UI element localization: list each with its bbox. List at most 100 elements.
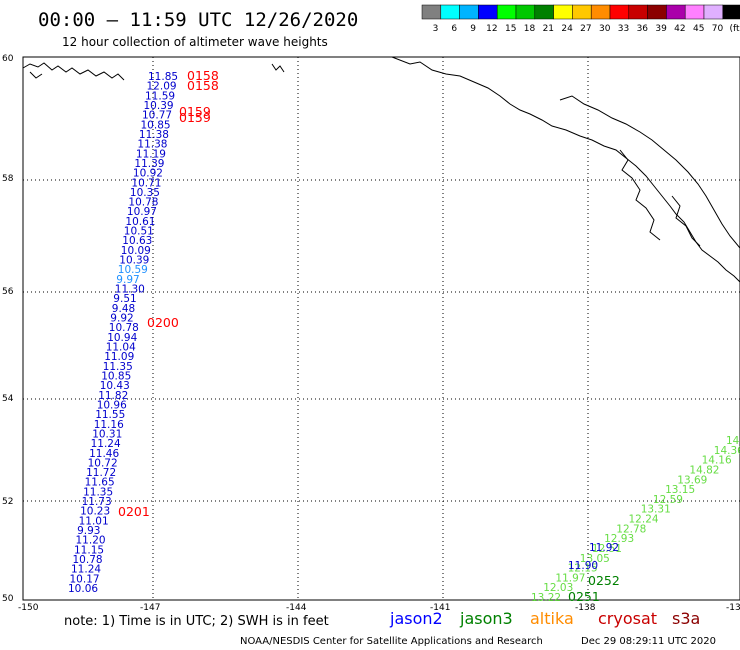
lon-label-2: -144 xyxy=(286,603,307,613)
kenai-coast xyxy=(22,62,125,81)
time-label: 0201 xyxy=(118,504,150,519)
lon-label-4: -138 xyxy=(575,603,596,613)
swh-label-green: 14.16 xyxy=(702,455,732,467)
legend-swatch xyxy=(722,4,740,20)
swh-label: 11.65 xyxy=(85,477,115,489)
legend-swatch xyxy=(515,4,536,20)
legend-swatch xyxy=(647,4,667,20)
swh-label: 10.06 xyxy=(68,583,98,595)
legend-swatch xyxy=(572,4,592,20)
swh-label-green: 11.97 xyxy=(555,572,585,584)
swh-label-green: 14.82 xyxy=(689,464,719,476)
swh-label: 9.93 xyxy=(77,525,100,537)
swh-label: 11.90 xyxy=(568,560,598,572)
lon-label-3: -141 xyxy=(430,603,450,613)
swh-label: 11.09 xyxy=(104,351,134,363)
lat-label-3: 54 xyxy=(2,394,14,404)
coast-inlet xyxy=(29,71,43,79)
swh-label-green: 13.22 xyxy=(531,592,561,604)
legend-swatch xyxy=(666,4,686,20)
swh-label: 11.24 xyxy=(91,438,121,450)
swh-label-green: 13.69 xyxy=(677,474,707,486)
legend-label: 36 xyxy=(637,24,649,34)
swh-label: 10.85 xyxy=(101,371,131,383)
legend-swatch xyxy=(459,4,479,20)
swh-label: 10.85 xyxy=(141,119,171,131)
footer-note: note: 1) Time is in UTC; 2) SWH is in fe… xyxy=(64,614,329,629)
legend-label: 3 xyxy=(433,24,439,34)
swh-label: 10.39 xyxy=(119,255,149,267)
swh-label: 11.59 xyxy=(145,90,175,102)
swh-label: 10.78 xyxy=(109,322,139,334)
swh-label-green: 12.15 xyxy=(568,563,598,575)
swh-label: 10.31 xyxy=(92,428,122,440)
swh-label: 12.09 xyxy=(147,81,177,93)
swh-label-green: 12.78 xyxy=(616,523,646,535)
swh-label: 10.78 xyxy=(128,197,158,209)
swh-label: 10.97 xyxy=(127,206,157,218)
swh-label: 10.09 xyxy=(121,245,151,257)
swh-label: 10.61 xyxy=(125,216,155,228)
swh-label: 9.92 xyxy=(110,313,133,325)
legend-swatch xyxy=(440,4,460,20)
legend-swatch xyxy=(421,4,442,20)
swh-label: 11.04 xyxy=(106,342,136,354)
map-frame xyxy=(22,56,740,601)
time-label: 0200 xyxy=(147,315,179,330)
time-label: 0159 xyxy=(179,110,211,125)
legend-swatch xyxy=(609,4,630,20)
map-title: 00:00 – 11:59 UTC 12/26/2020 xyxy=(38,9,358,31)
swh-label: 11.38 xyxy=(139,129,169,141)
legend-swatch xyxy=(590,4,611,20)
swh-label: 11.38 xyxy=(137,139,167,151)
swh-label: 11.82 xyxy=(98,390,128,402)
legend-label: 18 xyxy=(524,24,536,34)
legend-label: 39 xyxy=(655,24,667,34)
swh-label: 11.01 xyxy=(79,515,109,527)
panhandle-islands xyxy=(619,149,661,241)
swh-label: 10.78 xyxy=(73,554,103,566)
inner-coast xyxy=(559,95,740,249)
legend-label: 45 xyxy=(693,24,704,34)
swh-label-green: 14. xyxy=(726,435,740,447)
sat-cryosat: cryosat xyxy=(598,609,657,628)
lat-label-1: 58 xyxy=(2,174,14,184)
lon-label-5: -13 xyxy=(726,603,740,613)
swh-label: 10.72 xyxy=(88,457,118,469)
coast-islet xyxy=(271,63,285,73)
gulf-coast xyxy=(391,56,740,283)
legend-label: 6 xyxy=(451,24,457,34)
swh-label: 10.77 xyxy=(142,110,172,122)
swh-label: 10.39 xyxy=(144,100,174,112)
legend-label: 42 xyxy=(674,24,685,34)
swh-label: 11.85 xyxy=(148,71,178,83)
swh-label: 11.92 xyxy=(589,542,619,554)
swh-label: 11.15 xyxy=(74,544,104,556)
lat-label-2: 56 xyxy=(2,287,14,297)
swh-label: 11.24 xyxy=(71,564,101,576)
swh-label-green: 12.93 xyxy=(604,533,634,545)
time-label: 0158 xyxy=(187,68,219,83)
swh-label: 9.48 xyxy=(112,303,135,315)
sat-jason3: jason3 xyxy=(459,609,513,628)
swh-label: 10.71 xyxy=(131,177,161,189)
swh-label: 11.16 xyxy=(94,419,124,431)
swh-label-green: 12.51 xyxy=(592,543,622,555)
footer-timestamp: Dec 29 08:29:11 UTC 2020 xyxy=(581,636,716,647)
swh-label: 9.51 xyxy=(113,293,136,305)
swh-label-green: 13.15 xyxy=(665,484,695,496)
map-subtitle: 12 hour collection of altimeter wave hei… xyxy=(62,35,328,49)
swh-label: 11.30 xyxy=(115,284,145,296)
swh-label: 11.20 xyxy=(76,535,106,547)
sat-altika: altika xyxy=(530,609,574,628)
panhandle-islands-2 xyxy=(671,195,701,247)
legend-swatch xyxy=(478,4,498,20)
time-label: 0251 xyxy=(568,589,600,604)
swh-label: 10.94 xyxy=(107,332,137,344)
sat-s3a: s3a xyxy=(672,609,700,628)
swh-label: 11.35 xyxy=(83,486,113,498)
legend-label: 9 xyxy=(470,24,476,34)
swh-label: 11.55 xyxy=(95,409,125,421)
swh-label: 10.23 xyxy=(80,506,110,518)
